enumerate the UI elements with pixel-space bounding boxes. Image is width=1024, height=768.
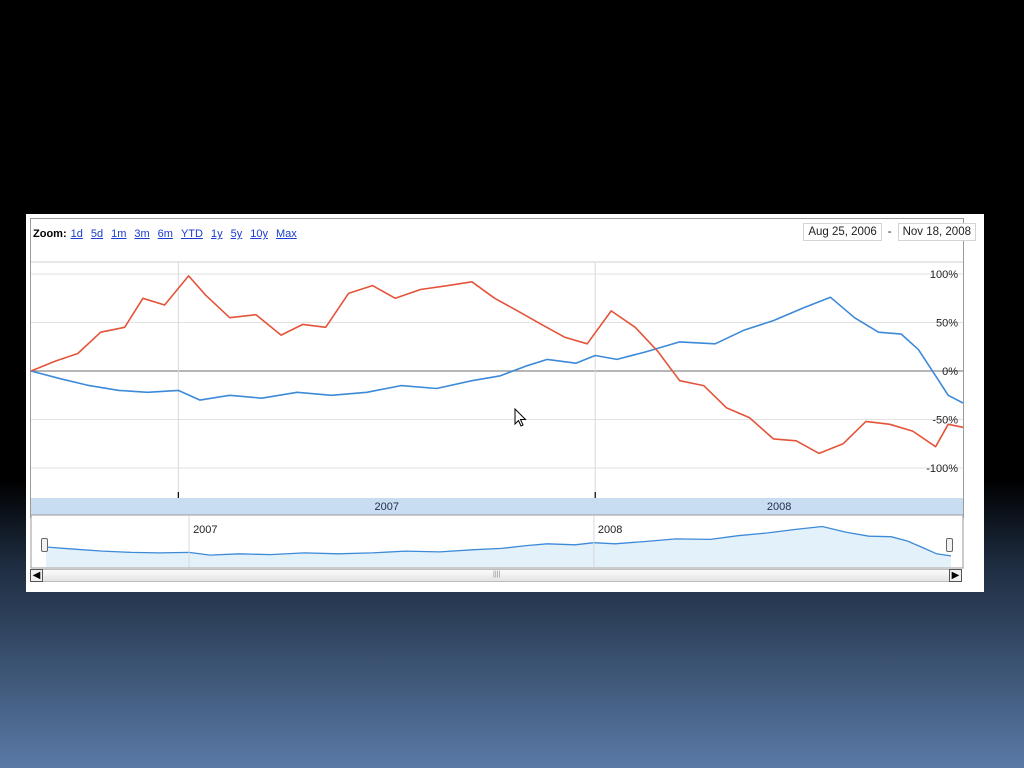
navigator-year-label: 2007 — [193, 524, 217, 536]
scroll-right-button[interactable]: ▶ — [949, 569, 962, 582]
y-tick-label: 0% — [942, 366, 958, 378]
series-layer — [30, 275, 964, 455]
zoom-ytd-link[interactable]: YTD — [180, 228, 203, 240]
x-axis-labels: 2007 2008 — [375, 501, 792, 513]
chevron-right-icon: ▶ — [951, 570, 960, 581]
x-tick-label: 2008 — [767, 501, 791, 513]
date-separator: - — [887, 226, 892, 238]
scrollbar-grip-icon[interactable]: |||| — [493, 571, 501, 578]
zoom-5d-link[interactable]: 5d — [90, 228, 104, 240]
mouse-pointer-icon — [514, 408, 527, 427]
zoom-3m-link[interactable]: 3m — [134, 228, 150, 240]
grid-layer — [31, 261, 963, 498]
navigator-year-label: 2008 — [598, 524, 622, 536]
x-tick-label: 2007 — [375, 501, 399, 513]
scrollbar-track[interactable]: |||| — [43, 569, 949, 582]
scroll-left-button[interactable]: ◀ — [30, 569, 43, 582]
navigator-area — [46, 526, 951, 567]
chevron-left-icon: ◀ — [32, 570, 41, 581]
y-tick-label: -100% — [926, 463, 958, 475]
end-date-field[interactable]: Nov 18, 2008 — [897, 223, 976, 241]
navigator-left-handle[interactable] — [41, 538, 48, 552]
timeline-band — [31, 498, 963, 515]
zoom-label: Zoom: — [33, 228, 67, 240]
date-range: Aug 25, 2006 - Nov 18, 2008 — [803, 223, 976, 241]
navigator-right-handle[interactable] — [946, 538, 953, 552]
series-line-1 — [30, 296, 964, 404]
navigator-line — [45, 525, 952, 557]
start-date-field[interactable]: Aug 25, 2006 — [803, 223, 882, 241]
y-tick-label: 100% — [930, 269, 958, 281]
zoom-6m-link[interactable]: 6m — [157, 228, 173, 240]
zoom-max-link[interactable]: Max — [275, 228, 297, 240]
y-tick-label: -50% — [932, 415, 958, 427]
zoom-bar: Zoom: 1d 5d 1m 3m 6m YTD 1y 5y 10y Max — [33, 228, 305, 240]
y-axis-labels: 100% 50% 0% -50% -100% — [926, 269, 958, 475]
zoom-10y-link[interactable]: 10y — [250, 228, 268, 240]
price-chart: 100% 50% 0% -50% -100% 2007 2008 2007 2008 — [30, 261, 964, 569]
zoom-1m-link[interactable]: 1m — [111, 228, 127, 240]
series-line-2 — [30, 275, 964, 455]
zoom-1y-link[interactable]: 1y — [210, 228, 223, 240]
zoom-1d-link[interactable]: 1d — [70, 228, 83, 240]
zoom-5y-link[interactable]: 5y — [230, 228, 243, 240]
navigator-chart: 2007 2008 — [30, 514, 964, 569]
chart-panel: Zoom: 1d 5d 1m 3m 6m YTD 1y 5y 10y Max A… — [26, 214, 984, 592]
y-tick-label: 50% — [936, 318, 958, 330]
